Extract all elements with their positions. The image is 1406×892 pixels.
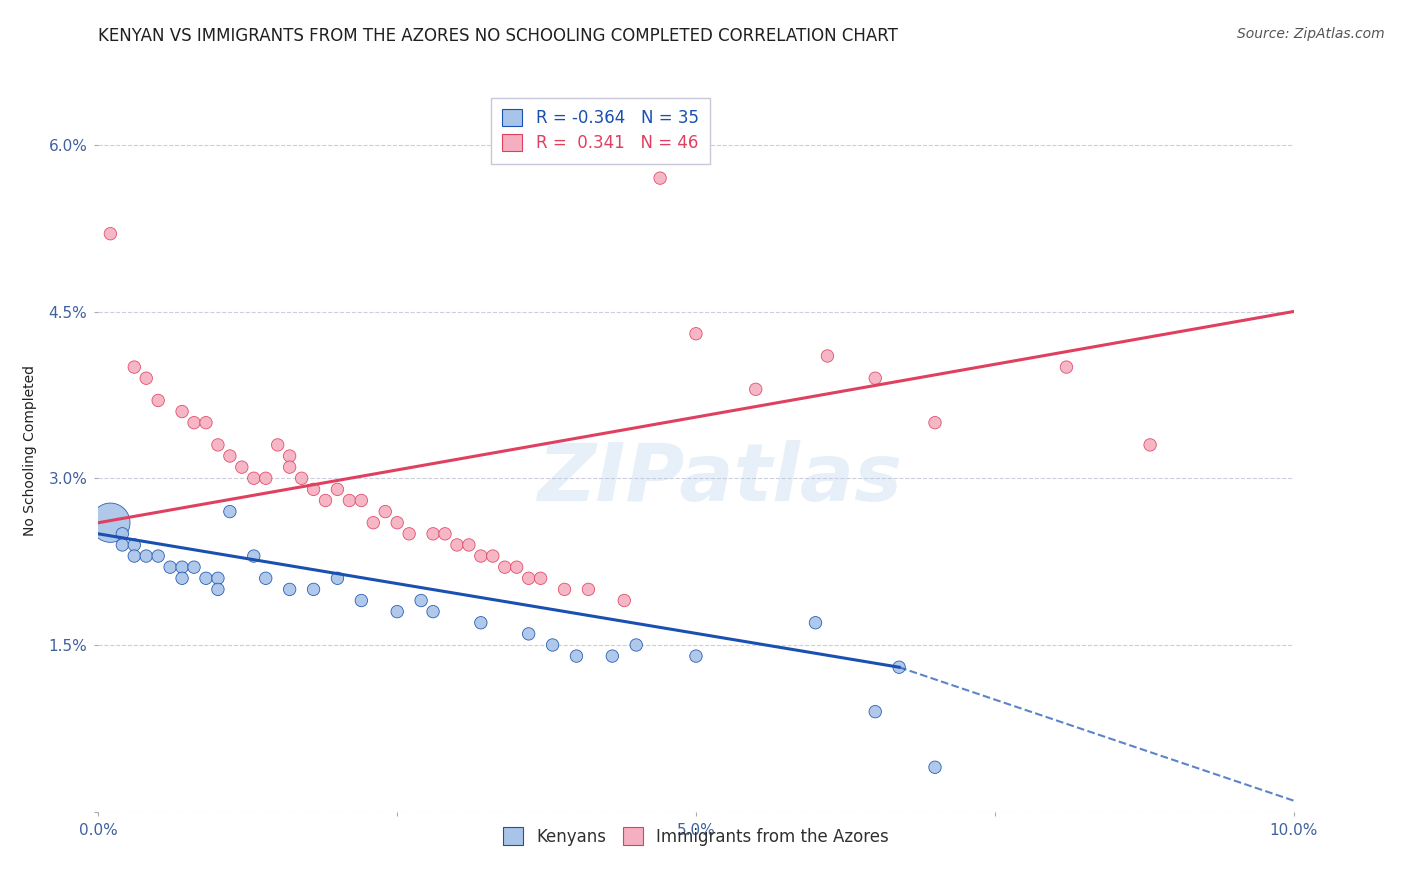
Point bbox=[398, 526, 420, 541]
Point bbox=[172, 560, 194, 574]
Point bbox=[602, 649, 624, 664]
Point bbox=[350, 593, 373, 607]
Point bbox=[363, 516, 385, 530]
Point bbox=[302, 483, 325, 497]
Point bbox=[254, 471, 277, 485]
Point bbox=[207, 582, 229, 597]
Point bbox=[195, 416, 218, 430]
Point bbox=[111, 526, 134, 541]
Point bbox=[924, 760, 946, 774]
Text: KENYAN VS IMMIGRANTS FROM THE AZORES NO SCHOOLING COMPLETED CORRELATION CHART: KENYAN VS IMMIGRANTS FROM THE AZORES NO … bbox=[98, 27, 898, 45]
Point bbox=[385, 516, 409, 530]
Point bbox=[470, 549, 492, 563]
Point bbox=[148, 549, 170, 563]
Point bbox=[291, 471, 314, 485]
Point bbox=[124, 549, 146, 563]
Point bbox=[98, 516, 122, 530]
Point bbox=[613, 593, 636, 607]
Point bbox=[578, 582, 600, 597]
Point bbox=[554, 582, 576, 597]
Point bbox=[219, 449, 242, 463]
Point bbox=[219, 505, 242, 519]
Point bbox=[458, 538, 481, 552]
Point bbox=[135, 549, 157, 563]
Point bbox=[278, 460, 301, 475]
Point bbox=[207, 438, 229, 452]
Point bbox=[517, 627, 540, 641]
Point bbox=[148, 393, 170, 408]
Point bbox=[326, 571, 349, 585]
Point bbox=[650, 171, 672, 186]
Point bbox=[326, 483, 349, 497]
Point bbox=[506, 560, 529, 574]
Point bbox=[315, 493, 337, 508]
Point bbox=[183, 560, 205, 574]
Point bbox=[626, 638, 648, 652]
Point bbox=[541, 638, 564, 652]
Point bbox=[865, 371, 887, 385]
Point bbox=[385, 605, 409, 619]
Point bbox=[159, 560, 181, 574]
Point bbox=[924, 416, 946, 430]
Point bbox=[434, 526, 457, 541]
Point bbox=[565, 649, 588, 664]
Point bbox=[231, 460, 253, 475]
Text: ZIPatlas: ZIPatlas bbox=[537, 441, 903, 518]
Point bbox=[530, 571, 553, 585]
Point bbox=[339, 493, 361, 508]
Point bbox=[172, 571, 194, 585]
Point bbox=[111, 538, 134, 552]
Point bbox=[207, 571, 229, 585]
Point bbox=[422, 605, 444, 619]
Point bbox=[422, 526, 444, 541]
Point bbox=[135, 371, 157, 385]
Point bbox=[1139, 438, 1161, 452]
Point bbox=[254, 571, 277, 585]
Point bbox=[278, 449, 301, 463]
Point bbox=[124, 538, 146, 552]
Point bbox=[278, 582, 301, 597]
Point bbox=[1056, 360, 1078, 375]
Point bbox=[865, 705, 887, 719]
Point bbox=[494, 560, 516, 574]
Point bbox=[183, 416, 205, 430]
Legend: Kenyans, Immigrants from the Azores: Kenyans, Immigrants from the Azores bbox=[495, 819, 897, 854]
Point bbox=[804, 615, 827, 630]
Point bbox=[243, 549, 266, 563]
Point bbox=[482, 549, 505, 563]
Point bbox=[685, 649, 707, 664]
Point bbox=[172, 404, 194, 418]
Point bbox=[745, 382, 768, 396]
Point bbox=[446, 538, 468, 552]
Point bbox=[374, 505, 396, 519]
Point bbox=[411, 593, 433, 607]
Text: Source: ZipAtlas.com: Source: ZipAtlas.com bbox=[1237, 27, 1385, 41]
Point bbox=[267, 438, 290, 452]
Point bbox=[685, 326, 707, 341]
Point bbox=[889, 660, 911, 674]
Point bbox=[243, 471, 266, 485]
Y-axis label: No Schooling Completed: No Schooling Completed bbox=[24, 365, 38, 536]
Point bbox=[350, 493, 373, 508]
Point bbox=[470, 615, 492, 630]
Point bbox=[195, 571, 218, 585]
Point bbox=[98, 227, 122, 241]
Point bbox=[815, 349, 838, 363]
Point bbox=[517, 571, 540, 585]
Point bbox=[302, 582, 325, 597]
Point bbox=[124, 360, 146, 375]
